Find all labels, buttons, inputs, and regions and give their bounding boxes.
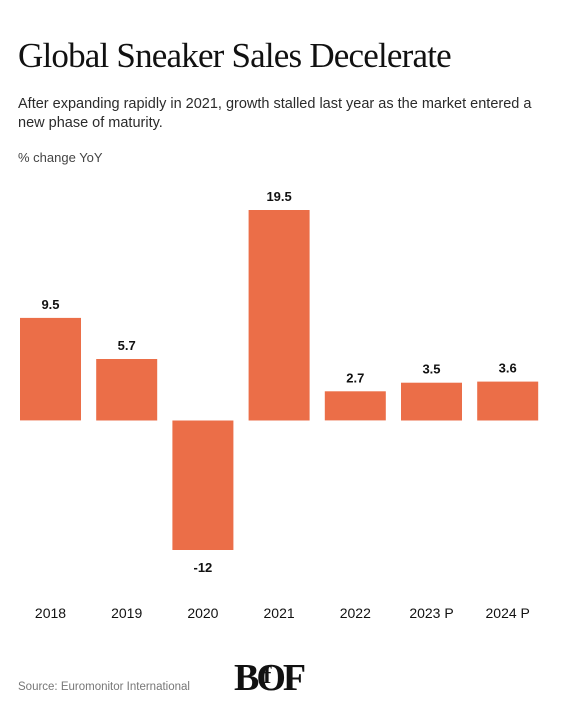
value-label: 5.7 [118, 338, 136, 353]
bar-2022 [324, 391, 386, 421]
value-label: 3.6 [499, 361, 517, 376]
category-label: 2018 [35, 605, 66, 621]
source-note: Source: Euromonitor International [18, 681, 190, 693]
chart-subtitle: After expanding rapidly in 2021, growth … [18, 96, 532, 131]
bar-2023-p [401, 382, 462, 421]
value-label: 19.5 [266, 189, 291, 204]
category-label: 2022 [340, 605, 371, 621]
value-label: 2.7 [346, 370, 364, 385]
bar-2018 [20, 317, 81, 421]
unit-label: % change YoY [18, 150, 103, 165]
bof-logo: BO f F [234, 657, 306, 699]
bar-2024-p [477, 381, 539, 421]
category-label: 2019 [111, 605, 142, 621]
category-label: 2021 [264, 605, 295, 621]
value-label: 3.5 [422, 362, 440, 377]
value-label: 9.5 [41, 297, 59, 312]
value-label: -12 [194, 560, 213, 575]
bar-2021 [248, 210, 310, 421]
category-label: 2024 P [486, 605, 530, 621]
bar-2019 [96, 359, 158, 421]
category-label: 2023 P [409, 605, 453, 621]
bar-2020 [172, 420, 234, 550]
category-label: 2020 [187, 605, 218, 621]
chart-title: Global Sneaker Sales Decelerate [18, 36, 452, 75]
